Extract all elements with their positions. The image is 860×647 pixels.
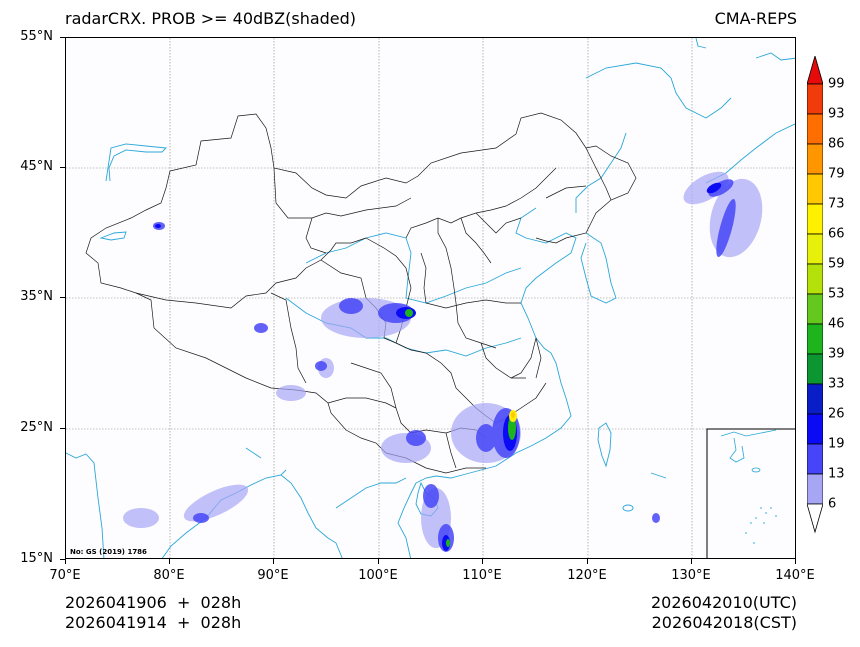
colorbar-label: 73 [828, 196, 845, 212]
lon-label-140: 140°E [775, 568, 815, 583]
colorbar-label: 6 [828, 496, 837, 512]
lat-tick-25 [60, 428, 65, 429]
lon-label-80: 80°E [153, 568, 185, 583]
lon-tick-100 [378, 559, 379, 564]
lon-label-110: 110°E [462, 568, 502, 583]
colorbar-label: 53 [828, 286, 845, 302]
init-time-utc: 2026041906 + 028h [65, 593, 242, 612]
colorbar-label: 39 [828, 346, 845, 362]
colorbar-over-arrow [806, 54, 824, 85]
colorbar-label: 19 [828, 436, 845, 452]
lon-tick-140 [795, 559, 796, 564]
colorbar-label: 86 [828, 136, 845, 152]
lon-label-90: 90°E [257, 568, 289, 583]
colorbar-label: 13 [828, 466, 845, 482]
colorbar-graphic [806, 54, 824, 534]
colorbar [806, 54, 824, 538]
plot-title: radarCRX. PROB >= 40dBZ(shaded) [65, 9, 357, 28]
lat-tick-45 [60, 167, 65, 168]
lon-label-70: 70°E [49, 568, 81, 583]
lon-tick-120 [587, 559, 588, 564]
valid-time-cst: 2026042018(CST) [651, 613, 797, 632]
lon-tick-130 [691, 559, 692, 564]
lat-tick-15 [60, 559, 65, 560]
colorbar-label: 59 [828, 256, 845, 272]
lon-label-130: 130°E [671, 568, 711, 583]
lat-label-35: 35°N [20, 289, 53, 304]
lon-tick-70 [65, 559, 66, 564]
lat-label-55: 55°N [20, 29, 53, 44]
colorbar-label: 99 [828, 76, 845, 92]
lon-tick-90 [273, 559, 274, 564]
colorbar-label: 79 [828, 166, 845, 182]
colorbar-label: 33 [828, 376, 845, 392]
lat-label-15: 15°N [20, 551, 53, 566]
lon-label-120: 120°E [567, 568, 607, 583]
map-panel[interactable]: No: GS (2019) 1786 [65, 37, 796, 559]
coastlines [66, 38, 795, 558]
boundaries [85, 112, 637, 474]
lat-tick-35 [60, 297, 65, 298]
init-time-cst: 2026041914 + 028h [65, 613, 242, 632]
colorbar-label: 26 [828, 406, 845, 422]
lon-tick-110 [482, 559, 483, 564]
lat-label-25: 25°N [20, 420, 53, 435]
colorbar-label: 93 [828, 106, 845, 122]
model-name: CMA-REPS [714, 9, 797, 28]
lon-tick-80 [169, 559, 170, 564]
valid-time-block: 2026042010(UTC) 2026042018(CST) [651, 593, 797, 633]
lat-label-45: 45°N [20, 159, 53, 174]
init-time-block: 2026041906 + 028h 2026041914 + 028h [65, 593, 241, 633]
colorbar-label: 66 [828, 226, 845, 242]
south-china-sea-inset [706, 428, 795, 558]
map-approval-number: No: GS (2019) 1786 [70, 548, 147, 556]
colorbar-under-arrow [806, 503, 824, 534]
probability-shading [123, 171, 763, 552]
gridlines [66, 38, 795, 558]
valid-time-utc: 2026042010(UTC) [651, 593, 797, 612]
colorbar-label: 46 [828, 316, 845, 332]
lon-label-100: 100°E [358, 568, 398, 583]
lat-tick-55 [60, 37, 65, 38]
map-canvas [66, 38, 795, 558]
